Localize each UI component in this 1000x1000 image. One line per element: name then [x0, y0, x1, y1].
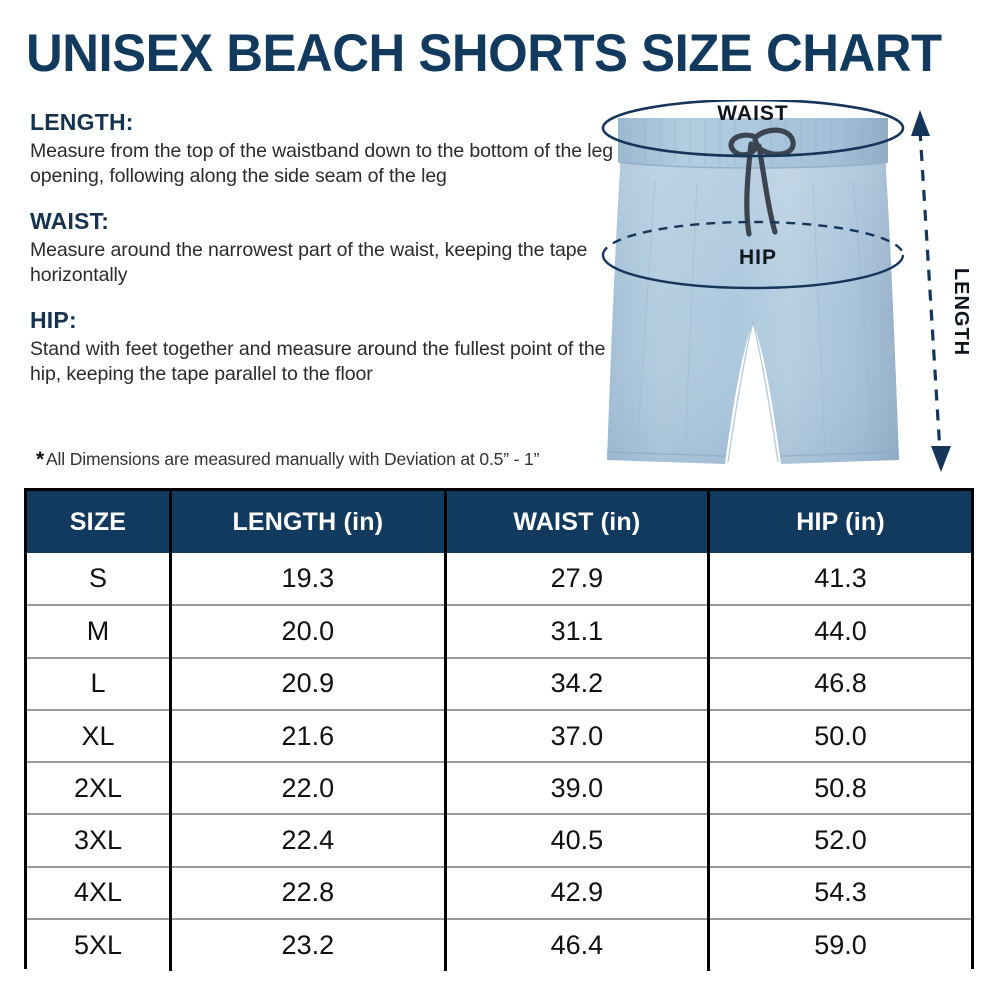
table-row: 3XL 22.4 40.5 52.0	[27, 813, 971, 867]
table-row: XL 21.6 37.0 50.0	[27, 708, 971, 763]
column-header-hip: HIP (in)	[708, 491, 971, 553]
cell-size: 4XL	[27, 865, 172, 920]
asterisk-icon: *	[36, 448, 45, 471]
cell-size: L	[27, 656, 172, 710]
shorts-illustration: WAIST HIP LENGTH	[585, 100, 985, 480]
column-header-size: SIZE	[27, 491, 172, 553]
waist-measure-ellipse: WAIST	[601, 100, 905, 158]
hip-measure-ellipse: HIP	[601, 220, 905, 290]
cell-size: 5XL	[27, 918, 172, 972]
hip-label: HIP	[739, 246, 777, 269]
cell-length: 22.0	[170, 761, 447, 815]
cell-hip: 52.0	[708, 813, 971, 867]
cell-length: 23.2	[170, 918, 447, 972]
cell-hip: 54.3	[708, 865, 971, 920]
cell-size: S	[27, 553, 172, 606]
instruction-waist-body: Measure around the narrowest part of the…	[30, 239, 588, 286]
cell-size: 2XL	[27, 761, 172, 815]
column-header-waist: WAIST (in)	[445, 491, 711, 553]
cell-length: 22.8	[170, 865, 447, 920]
cell-length: 21.6	[170, 708, 447, 763]
waist-label: WAIST	[717, 102, 789, 125]
cell-hip: 50.0	[708, 708, 971, 763]
table-row: M 20.0 31.1 44.0	[27, 604, 971, 658]
cell-hip: 50.8	[708, 761, 971, 815]
cell-length: 20.9	[170, 656, 447, 710]
deviation-footnote-text: All Dimensions are measured manually wit…	[46, 449, 540, 469]
cell-waist: 34.2	[445, 656, 711, 710]
column-header-length: LENGTH (in)	[170, 491, 447, 553]
instruction-length: LENGTH: Measure from the top of the wais…	[30, 108, 630, 189]
measurement-instructions: LENGTH: Measure from the top of the wais…	[30, 108, 630, 405]
instruction-hip-body: Stand with feet together and measure aro…	[30, 338, 606, 385]
drawstring-bow	[728, 127, 796, 237]
cell-hip: 46.8	[708, 656, 971, 710]
cell-waist: 46.4	[445, 918, 711, 972]
instruction-hip: HIP: Stand with feet together and measur…	[30, 306, 630, 387]
cell-waist: 31.1	[445, 604, 711, 658]
instruction-length-heading: LENGTH:	[30, 109, 134, 135]
deviation-footnote: * All Dimensions are measured manually wi…	[36, 448, 539, 472]
cell-length: 22.4	[170, 813, 447, 867]
table-row: 5XL 23.2 46.4 59.0	[27, 918, 971, 972]
shorts-garment	[606, 118, 900, 464]
table-row: 2XL 22.0 39.0 50.8	[27, 761, 971, 815]
cell-hip: 41.3	[708, 553, 971, 606]
table-row: S 19.3 27.9 41.3	[27, 553, 971, 606]
cell-hip: 59.0	[708, 918, 971, 972]
size-table-body: S 19.3 27.9 41.3 M 20.0 31.1 44.0 L 20.9…	[27, 553, 971, 972]
cell-waist: 27.9	[445, 553, 711, 606]
instruction-waist-heading: WAIST:	[30, 208, 110, 234]
table-row: L 20.9 34.2 46.8	[27, 656, 971, 710]
cell-waist: 39.0	[445, 761, 711, 815]
instruction-hip-heading: HIP:	[30, 307, 77, 333]
cell-waist: 37.0	[445, 708, 711, 763]
cell-hip: 44.0	[708, 604, 971, 658]
length-label: LENGTH	[950, 268, 972, 356]
table-row: 4XL 22.8 42.9 54.3	[27, 865, 971, 920]
length-measure-arrow: LENGTH	[911, 110, 972, 472]
instruction-length-body: Measure from the top of the waistband do…	[30, 140, 613, 187]
cell-size: M	[27, 604, 172, 658]
size-table: SIZE LENGTH (in) WAIST (in) HIP (in) S 1…	[27, 491, 971, 972]
cell-waist: 42.9	[445, 865, 711, 920]
size-table-wrapper: SIZE LENGTH (in) WAIST (in) HIP (in) S 1…	[24, 488, 974, 972]
page-title: UNISEX BEACH SHORTS SIZE CHART	[26, 24, 942, 83]
cell-size: 3XL	[27, 813, 172, 867]
cell-length: 20.0	[170, 604, 447, 658]
cell-waist: 40.5	[445, 813, 711, 867]
cell-length: 19.3	[170, 553, 447, 606]
table-header-row: SIZE LENGTH (in) WAIST (in) HIP (in)	[27, 491, 971, 553]
instruction-waist: WAIST: Measure around the narrowest part…	[30, 207, 630, 288]
cell-size: XL	[27, 708, 172, 763]
